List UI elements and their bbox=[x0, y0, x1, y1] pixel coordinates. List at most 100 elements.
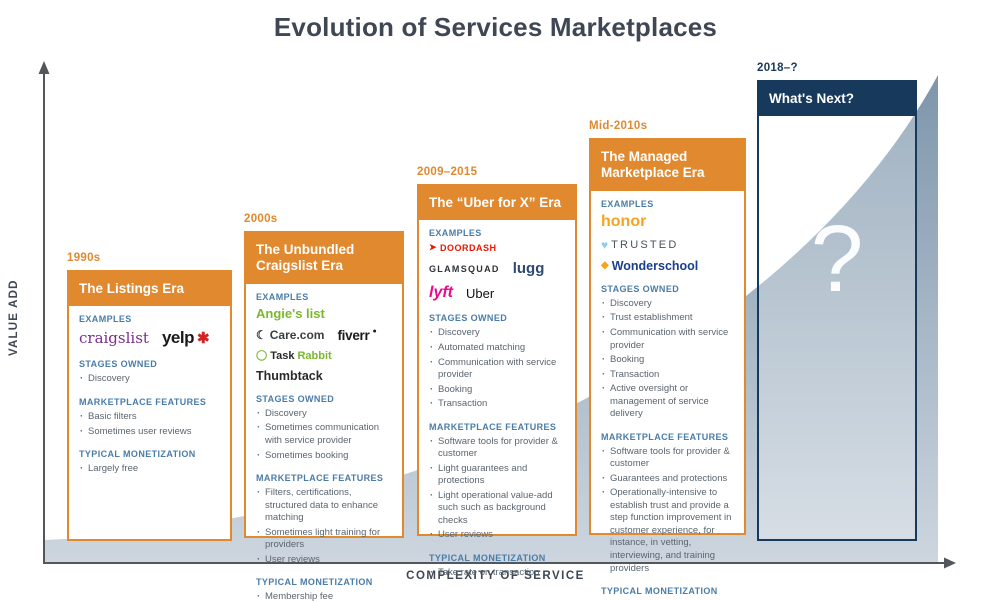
logo-text: yelp bbox=[161, 328, 195, 348]
era-body: EXAMPLES honor ♥ TRUSTED ◆ Wonderschool STAGES… bbox=[591, 191, 744, 601]
craigslist-logo: craigslist bbox=[79, 329, 149, 347]
bullet-item: Basic filters bbox=[79, 411, 222, 424]
bullet-list: Largely free bbox=[79, 463, 222, 476]
bullet-list: Filters, certifications, structured data… bbox=[256, 487, 394, 566]
era-box: What's Next?? bbox=[757, 80, 917, 541]
section-heading: TYPICAL MONETIZATION bbox=[79, 449, 196, 460]
yelp-star-icon: ✱ bbox=[196, 330, 210, 348]
bullet-item: Discovery bbox=[256, 408, 394, 421]
bullet-item: Membership fee bbox=[256, 591, 394, 601]
examples-logos: Angie's list ☾ Care.com fiverr ● ◯ Task Rabbit T… bbox=[256, 306, 394, 383]
section: TYPICAL MONETIZATION Largely free bbox=[79, 449, 222, 476]
bullet-item: Transaction bbox=[429, 398, 567, 411]
section: MARKETPLACE FEATURES Filters, certificati… bbox=[256, 473, 394, 566]
section-heading: MARKETPLACE FEATURES bbox=[601, 431, 729, 442]
section-heading: EXAMPLES bbox=[429, 228, 482, 239]
wonderschool-mark-icon: ◆ bbox=[601, 260, 609, 272]
examples-logos: craigslist yelp ✱ bbox=[79, 328, 222, 348]
period-label: 2018–? bbox=[757, 62, 798, 74]
bullet-item: Discovery bbox=[601, 298, 736, 311]
honor-logo: honor bbox=[601, 213, 646, 231]
logo-text: Task bbox=[270, 349, 295, 362]
era-box: The Managed Marketplace Era EXAMPLES honor… bbox=[589, 138, 746, 601]
logo-text: TRUSTED bbox=[611, 238, 679, 251]
bullet-item: Communication with service provider bbox=[429, 357, 567, 382]
question-mark: ? bbox=[810, 206, 864, 312]
lugg-logo: lugg bbox=[513, 260, 545, 277]
section-heading: EXAMPLES bbox=[256, 291, 309, 302]
bullet-item: Light guarantees and protections bbox=[429, 463, 567, 488]
section-heading: MARKETPLACE FEATURES bbox=[256, 473, 384, 484]
bullet-list: Discovery bbox=[79, 373, 222, 386]
bullet-item: Transaction bbox=[601, 369, 736, 382]
logo-text: Care.com bbox=[269, 328, 325, 343]
era-column-whats-next: 2018–? What's Next?? bbox=[757, 62, 917, 541]
section: EXAMPLES honor ♥ TRUSTED ◆ Wonderschool bbox=[601, 199, 736, 273]
bullet-item: Filters, certifications, structured data… bbox=[256, 487, 394, 525]
trusted-heart-icon: ♥ bbox=[601, 237, 609, 252]
era-box: The Unbundled Craigslist Era EXAMPLES Angi… bbox=[244, 231, 404, 601]
trusted-logo: ♥ TRUSTED bbox=[601, 238, 678, 252]
logo-text: DOORDASH bbox=[440, 242, 497, 253]
bullet-list: DiscoverySometimes communication with se… bbox=[256, 408, 394, 462]
bullet-list: Software tools for provider & customerLi… bbox=[429, 436, 567, 542]
thumbtack-logo: Thumbtack bbox=[256, 369, 323, 383]
era-column-uber-for-x-era: 2009–2015 The “Uber for X” Era EXAMPLES ➤ DO… bbox=[417, 166, 577, 579]
bullet-item: Discovery bbox=[429, 327, 567, 340]
logo-text: Uber bbox=[466, 285, 495, 301]
bullet-list: Software tools for provider & customer Gu… bbox=[601, 446, 736, 575]
bullet-list: Discovery Automated matching Communication… bbox=[429, 327, 567, 410]
logo-text: Angie's list bbox=[256, 305, 325, 321]
period-label: 2009–2015 bbox=[417, 166, 478, 178]
section: TYPICAL MONETIZATION Take rate on transac… bbox=[429, 553, 567, 580]
section: MARKETPLACE FEATURES Software tools for p… bbox=[429, 422, 567, 542]
bullet-item: Sometimes light training for providers bbox=[256, 527, 394, 552]
logo-text: craigslist bbox=[79, 329, 149, 348]
era-header: The Managed Marketplace Era bbox=[591, 140, 744, 191]
era-body: EXAMPLES ➤ DOORDASH GLAMSQUAD lugg lyft Uber ST… bbox=[419, 220, 575, 598]
bullet-item: Automated matching bbox=[429, 342, 567, 355]
bullet-item: Active oversight or management of servic… bbox=[601, 383, 736, 421]
chart-title: Evolution of Services Marketplaces bbox=[273, 12, 718, 42]
bullet-item: Guarantees and protections bbox=[601, 473, 736, 486]
section-heading: TYPICAL MONETIZATION bbox=[429, 552, 546, 563]
section-heading: STAGES OWNED bbox=[79, 359, 158, 370]
period-label: 1990s bbox=[67, 252, 101, 264]
examples-logos: ➤ DOORDASH GLAMSQUAD lugg lyft Uber bbox=[429, 242, 567, 302]
angieslist-logo: Angie's list bbox=[256, 306, 325, 321]
fiverr-logo: fiverr ● bbox=[337, 328, 376, 343]
bullet-item: User reviews bbox=[256, 554, 394, 567]
glamsquad-logo: GLAMSQUAD bbox=[429, 264, 500, 274]
era-header: The “Uber for X” Era bbox=[419, 186, 575, 221]
era-box: The “Uber for X” Era EXAMPLES ➤ DOORDASH GLA… bbox=[417, 184, 577, 579]
bullet-list: Basic filters Sometimes user reviews bbox=[79, 411, 222, 438]
x-axis-arrow-icon bbox=[944, 557, 956, 569]
bullet-item: Largely free bbox=[79, 463, 222, 476]
section: MARKETPLACE FEATURES Software tools for p… bbox=[601, 432, 736, 575]
section-heading: TYPICAL MONETIZATION bbox=[256, 577, 373, 588]
section-heading: TYPICAL MONETIZATION bbox=[601, 586, 718, 597]
section: STAGES OWNED Discovery bbox=[79, 359, 222, 386]
section: TYPICAL MONETIZATIONHigher take rate on … bbox=[601, 586, 736, 601]
taskrabbit-logo: ◯ Task Rabbit bbox=[256, 350, 332, 362]
bullet-item: Discovery bbox=[79, 373, 222, 386]
section: EXAMPLES ➤ DOORDASH GLAMSQUAD lugg lyft Uber bbox=[429, 228, 567, 302]
wonderschool-logo: ◆ Wonderschool bbox=[601, 259, 698, 273]
value-add-axis-label: VALUE ADD bbox=[8, 279, 20, 356]
bullet-item: Booking bbox=[429, 384, 567, 397]
era-body: EXAMPLES Angie's list ☾ Care.com fiverr ● ◯ Tas… bbox=[246, 284, 402, 601]
era-box: The Listings Era EXAMPLES craigslist yelp ✱ S… bbox=[67, 270, 232, 541]
logo-text: GLAMSQUAD bbox=[429, 263, 500, 274]
bullet-item: Booking bbox=[601, 354, 736, 367]
doordash-logo: ➤ DOORDASH bbox=[429, 242, 497, 253]
section-heading: MARKETPLACE FEATURES bbox=[79, 397, 207, 407]
bullet-item: Operationally-intensive to establish tru… bbox=[601, 487, 736, 575]
care-moon-icon: ☾ bbox=[256, 328, 267, 343]
logo-text: Thumbtack bbox=[256, 368, 323, 383]
bullet-list: DiscoveryTrust establishment Communicatio… bbox=[601, 298, 736, 421]
uber-logo: Uber bbox=[466, 286, 494, 301]
section: EXAMPLES craigslist yelp ✱ bbox=[79, 314, 222, 348]
fiverr-dot-icon: ● bbox=[372, 327, 377, 335]
section-heading: STAGES OWNED bbox=[429, 313, 508, 324]
